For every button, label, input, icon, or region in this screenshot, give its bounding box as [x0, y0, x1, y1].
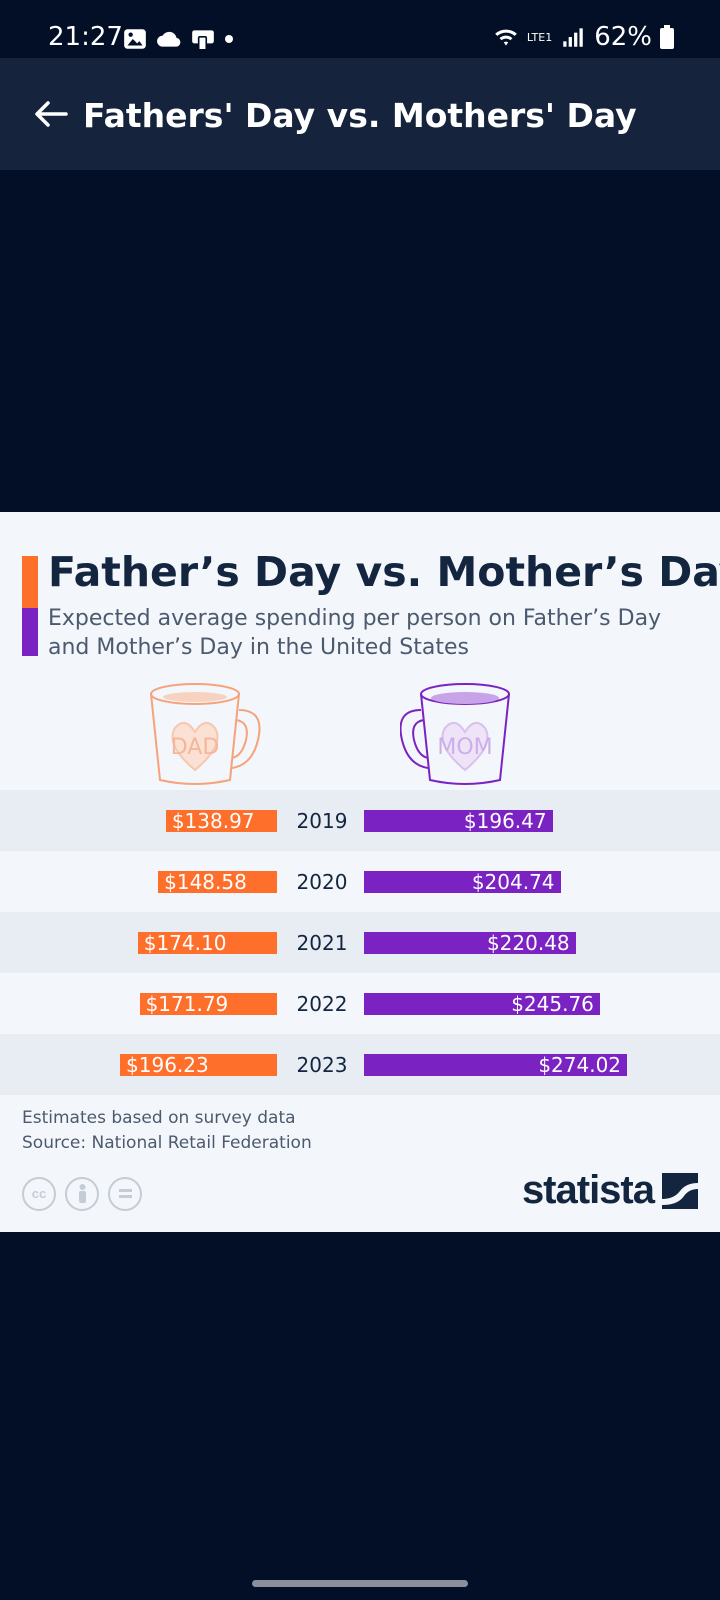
signal-icon	[563, 28, 583, 47]
year-label-2019: 2019	[296, 808, 348, 833]
chart-plot-area: $138.97 2019 $196.47 $148.58 2020 $204.74 $174…	[0, 790, 720, 1096]
infographic-card: Father’s Day vs. Mother’s Day Expected a…	[0, 512, 720, 1232]
year-label-2022: 2022	[296, 991, 348, 1016]
year-label-2020: 2020	[296, 869, 348, 894]
chart-row-2022	[0, 973, 720, 1034]
footnote-note: Estimates based on survey data	[22, 1108, 296, 1128]
chart-row-2021	[0, 912, 720, 973]
statista-wordmark: statista	[521, 1168, 655, 1212]
license-icons: cc	[22, 1177, 142, 1211]
title-accent-orange	[22, 556, 38, 608]
chart-subtitle: Expected average spending per person on …	[48, 606, 662, 660]
bar-fathers-day-2022: $171.79	[139, 992, 277, 1015]
battery-percent: 62%	[594, 22, 652, 52]
footnote: Estimates based on survey data Source: N…	[22, 1106, 312, 1156]
bar-mothers-day-2021: $220.48	[364, 931, 576, 954]
chart-title: Father’s Day vs. Mother’s Day	[48, 548, 720, 596]
svg-text:DAD: DAD	[171, 735, 220, 760]
title-accent-purple	[22, 608, 38, 656]
dot-icon	[225, 35, 233, 43]
bar-fathers-day-2020: $148.58	[158, 870, 277, 893]
attribution-icon[interactable]	[65, 1177, 99, 1211]
bar-mothers-day-2019: $196.47	[364, 809, 553, 832]
year-label-2023: 2023	[296, 1052, 348, 1077]
statista-logo[interactable]: statista	[522, 1168, 698, 1213]
bar-fathers-day-2019: $138.97	[165, 809, 277, 832]
status-time: 21:27	[48, 22, 123, 52]
bar-mothers-day-2023: $274.02	[364, 1053, 628, 1076]
notification-icons	[122, 26, 234, 52]
bar-fathers-day-2021: $174.10	[137, 931, 277, 954]
svg-text:MOM: MOM	[437, 735, 492, 760]
statista-logo-icon	[662, 1172, 698, 1209]
chart-row-2020	[0, 851, 720, 912]
bar-mothers-day-2020: $204.74	[364, 870, 561, 893]
page-title: Fathers' Day vs. Mothers' Day	[83, 96, 637, 135]
cloud-icon	[157, 31, 181, 47]
home-indicator[interactable]	[252, 1580, 468, 1587]
back-arrow-icon[interactable]	[30, 94, 70, 134]
bar-fathers-day-2023: $196.23	[120, 1053, 277, 1076]
battery-icon	[660, 25, 674, 49]
dad-mug-icon: DAD	[150, 683, 261, 785]
mom-mug-icon: MOM	[400, 683, 510, 785]
status-bar: 21:27 LTE1 62%	[0, 0, 720, 58]
bar-mothers-day-2022: $245.76	[364, 992, 600, 1015]
app-bar: Fathers' Day vs. Mothers' Day	[0, 58, 720, 170]
creative-commons-icon[interactable]: cc	[22, 1177, 56, 1211]
year-label-2021: 2021	[296, 930, 348, 955]
gallery-icon	[124, 29, 146, 49]
footnote-source: Source: National Retail Federation	[22, 1133, 312, 1153]
wifi-icon	[495, 29, 517, 46]
no-derivatives-icon[interactable]	[108, 1177, 142, 1211]
chart-row-2019	[0, 790, 720, 851]
network-type: LTE1	[526, 30, 553, 44]
system-icons: LTE1 62%	[493, 22, 674, 52]
screen-mirror-icon	[192, 30, 214, 51]
